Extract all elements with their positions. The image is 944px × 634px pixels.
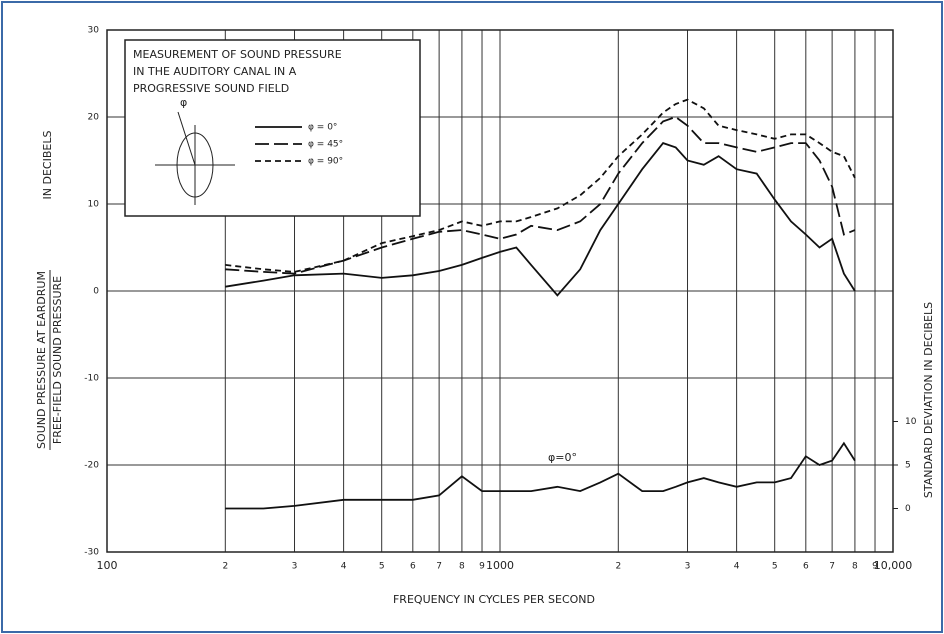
x-tick-label: 4 <box>734 562 740 572</box>
y-label-unit: IN DECIBELS <box>41 131 54 200</box>
angle-symbol: φ <box>180 96 187 109</box>
y2-label: STANDARD DEVIATION IN DECIBELS <box>922 302 935 498</box>
x-tick-label: 8 <box>852 562 858 572</box>
inset-title: MEASUREMENT OF SOUND PRESSURE <box>133 48 342 61</box>
legend-label: φ = 90° <box>308 157 343 167</box>
x-tick-label: 2 <box>615 562 621 572</box>
y-label-bottom: FREE-FIELD SOUND PRESSURE <box>51 276 64 444</box>
y-label-top: SOUND PRESSURE AT EARDRUM <box>35 271 48 449</box>
x-tick-label: 8 <box>459 562 465 572</box>
x-tick-label: 4 <box>341 562 347 572</box>
inset: MEASUREMENT OF SOUND PRESSURE IN THE AUD… <box>125 40 420 216</box>
x-tick-label: 2 <box>222 562 228 572</box>
y-tick-label: -20 <box>84 461 99 471</box>
chart: 1002345678910002345678910,000-30-20-1001… <box>0 0 944 634</box>
x-tick-label: 9 <box>479 562 485 572</box>
legend-label: φ = 45° <box>308 140 343 150</box>
x-tick-label: 7 <box>436 562 442 572</box>
y-tick-label: -30 <box>84 548 99 558</box>
x-tick-label: 100 <box>97 559 118 572</box>
y-tick-label: 30 <box>88 26 100 36</box>
x-tick-label: 10,000 <box>874 559 913 572</box>
inset-title: IN THE AUDITORY CANAL IN A <box>133 65 297 78</box>
legend-label: φ = 0° <box>308 123 337 133</box>
x-tick-label: 6 <box>803 562 809 572</box>
x-tick-label: 3 <box>292 562 298 572</box>
annotation: φ=0° <box>548 451 577 464</box>
x-tick-label: 5 <box>772 562 778 572</box>
y-tick-label: 0 <box>93 287 99 297</box>
x-tick-label: 6 <box>410 562 416 572</box>
y2-tick-label: 10 <box>905 417 917 427</box>
x-label: FREQUENCY IN CYCLES PER SECOND <box>393 593 595 606</box>
y2-tick-label: 0 <box>905 504 911 514</box>
x-tick-label: 5 <box>379 562 385 572</box>
y-tick-label: -10 <box>84 374 99 384</box>
y-tick-label: 10 <box>88 200 100 210</box>
x-tick-label: 7 <box>829 562 835 572</box>
inset-title: PROGRESSIVE SOUND FIELD <box>133 82 289 95</box>
x-tick-label: 1000 <box>486 559 514 572</box>
y-tick-label: 20 <box>88 113 100 123</box>
x-tick-label: 3 <box>685 562 691 572</box>
y2-tick-label: 5 <box>905 461 911 471</box>
